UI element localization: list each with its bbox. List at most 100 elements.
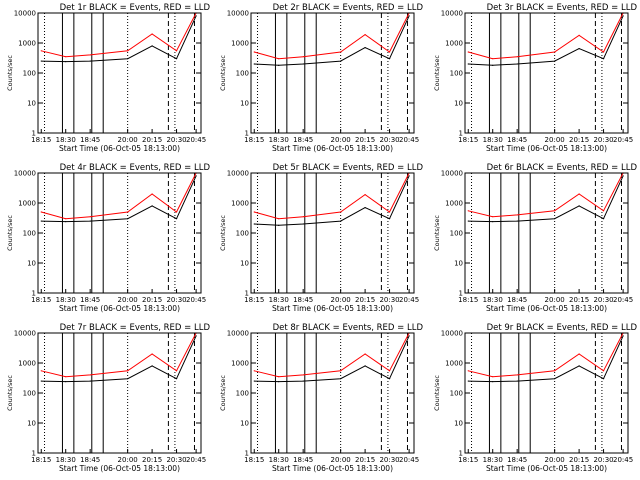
data-point: [175, 211, 178, 213]
data-point: [364, 194, 366, 196]
y-tick-label: 1000: [18, 200, 36, 208]
data-point: [388, 370, 391, 372]
data-point: [364, 34, 366, 36]
data-point: [302, 216, 304, 218]
data-point: [278, 380, 280, 383]
data-point: [127, 58, 129, 60]
data-point: [151, 45, 153, 47]
x-tick-label: 18:15: [244, 296, 264, 304]
data-point: [492, 380, 494, 383]
y-tick-label: 10000: [441, 10, 463, 18]
y-tick-label: 10: [454, 100, 463, 108]
lld-series-line: [468, 333, 624, 378]
data-point: [492, 220, 494, 223]
data-point: [278, 376, 280, 378]
x-tick-label: 18:15: [458, 136, 478, 144]
x-tick-label: 20:45: [613, 296, 633, 304]
y-tick-label: 10: [240, 420, 249, 428]
data-point: [578, 205, 580, 207]
panel-title: Det 2r BLACK = Events, RED = LLD: [273, 3, 424, 13]
x-tick-label: 20:00: [545, 456, 565, 464]
panel-title: Det 1r BLACK = Events, RED = LLD: [60, 3, 211, 13]
x-tick-label: 20:45: [399, 136, 419, 144]
data-point: [89, 54, 91, 56]
data-point: [554, 378, 556, 380]
y-axis-label: Counts/sec: [6, 215, 14, 251]
y-tick-label: 1: [459, 290, 463, 298]
data-point: [278, 224, 280, 226]
data-point: [602, 210, 605, 212]
y-tick-label: 100: [23, 70, 36, 78]
data-point: [127, 211, 129, 213]
x-tick-label: 18:45: [293, 296, 313, 304]
y-tick-label: 10: [27, 100, 36, 108]
x-axis-label: Start Time (06-Oct-05 18:13:00): [272, 144, 393, 153]
data-point: [278, 64, 280, 66]
x-tick-label: 20:00: [118, 456, 138, 464]
x-tick-label: 20:15: [142, 296, 162, 304]
events-series-line: [468, 335, 624, 383]
data-point: [388, 218, 391, 220]
x-tick-label: 20:30: [379, 136, 399, 144]
x-tick-label: 20:30: [166, 136, 186, 144]
events-series-line: [41, 335, 197, 383]
x-tick-label: 20:15: [569, 296, 589, 304]
data-point: [89, 216, 91, 218]
y-tick-label: 1: [32, 450, 36, 458]
data-point: [65, 56, 67, 58]
data-point: [622, 15, 624, 17]
detector-panel-2: Det 2r BLACK = Events, RED = LLD 1 10 100 10…: [219, 3, 423, 153]
data-point: [408, 175, 410, 177]
data-point: [388, 378, 391, 380]
data-point: [516, 214, 518, 216]
y-tick-label: 10000: [227, 330, 249, 338]
data-point: [89, 374, 91, 376]
data-point: [467, 380, 469, 382]
detector-panel-5: Det 5r BLACK = Events, RED = LLD 1 10 100 10…: [219, 163, 423, 313]
y-tick-label: 100: [450, 390, 463, 398]
data-point: [364, 47, 366, 49]
data-point: [127, 50, 129, 52]
x-axis-label: Start Time (06-Oct-05 18:13:00): [59, 304, 180, 313]
data-point: [602, 58, 605, 60]
x-tick-label: 20:30: [379, 296, 399, 304]
data-point: [364, 207, 366, 209]
data-point: [278, 218, 280, 220]
data-point: [40, 370, 42, 372]
y-tick-label: 1: [245, 450, 249, 458]
data-point: [89, 220, 91, 222]
data-point: [578, 48, 580, 50]
x-axis-label: Start Time (06-Oct-05 18:13:00): [486, 464, 607, 473]
data-point: [127, 370, 129, 372]
x-tick-label: 18:30: [56, 456, 76, 464]
x-tick-label: 18:15: [458, 456, 478, 464]
x-tick-label: 20:30: [166, 456, 186, 464]
data-point: [388, 211, 391, 213]
lld-series-line: [254, 173, 410, 220]
data-point: [40, 60, 42, 62]
x-tick-label: 20:15: [355, 456, 375, 464]
data-point: [302, 223, 304, 225]
data-point: [151, 205, 153, 207]
x-tick-label: 18:45: [293, 456, 313, 464]
y-tick-label: 100: [450, 230, 463, 238]
y-tick-label: 10000: [14, 170, 36, 178]
data-point: [89, 380, 91, 382]
x-tick-label: 20:45: [613, 136, 633, 144]
lld-series-line: [41, 173, 197, 220]
x-axis-label: Start Time (06-Oct-05 18:13:00): [59, 144, 180, 153]
data-point: [65, 376, 67, 378]
y-axis-label: Counts/sec: [219, 375, 227, 411]
data-point: [467, 370, 469, 372]
x-tick-label: 20:15: [569, 456, 589, 464]
x-tick-label: 18:45: [507, 296, 527, 304]
data-point: [578, 353, 580, 355]
x-tick-label: 20:00: [331, 456, 351, 464]
y-tick-label: 100: [450, 70, 463, 78]
data-point: [127, 378, 129, 380]
lld-series-line: [468, 13, 624, 60]
x-tick-label: 20:00: [545, 136, 565, 144]
panel-title: Det 6r BLACK = Events, RED = LLD: [487, 163, 638, 173]
data-point: [467, 220, 469, 222]
events-series-line: [41, 15, 197, 63]
